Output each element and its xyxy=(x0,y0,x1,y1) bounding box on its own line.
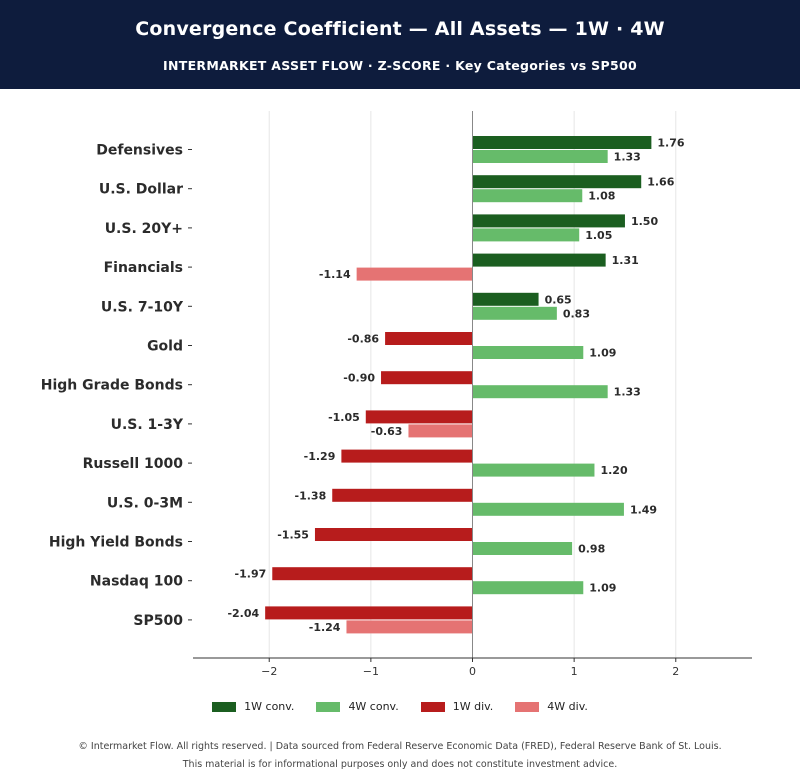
x-tick-label: 1 xyxy=(571,665,578,678)
value-label: 1.66 xyxy=(647,176,674,189)
legend-item: 1W div. xyxy=(420,700,494,713)
bar-4w xyxy=(472,463,595,477)
value-label: -0.63 xyxy=(371,425,403,438)
value-label: 1.33 xyxy=(614,151,641,164)
legend-label: 1W div. xyxy=(452,700,494,713)
value-label: 0.65 xyxy=(545,293,572,306)
value-label: -1.24 xyxy=(309,621,341,634)
bar-1w xyxy=(472,175,642,189)
legend-swatch xyxy=(515,701,540,712)
disclaimer-note: This material is for informational purpo… xyxy=(182,759,618,770)
bar-4w xyxy=(472,150,608,163)
category-label: High Grade Bonds xyxy=(41,378,183,394)
category-label: U.S. 1-3Y xyxy=(111,417,184,433)
value-label: -2.04 xyxy=(227,607,259,620)
category-label: SP500 xyxy=(133,613,183,629)
bar-1w xyxy=(265,606,473,620)
value-label: -1.55 xyxy=(277,529,309,542)
bar-chart: Defensives 1.76 1.33 U.S. Dollar 1.66 1.08 U.S… xyxy=(41,111,752,678)
bar-1w xyxy=(332,488,473,502)
category-label: Russell 1000 xyxy=(83,456,184,472)
bar-1w xyxy=(341,449,473,463)
x-tick-label: 2 xyxy=(672,665,679,678)
bar-1w xyxy=(472,292,539,306)
bar-4w xyxy=(472,502,624,516)
category-label: U.S. 20Y+ xyxy=(105,221,183,237)
copyright-note: © Intermarket Flow. All rights reserved.… xyxy=(78,741,722,752)
legend-swatch xyxy=(212,701,237,712)
category-label: U.S. 7-10Y xyxy=(101,299,184,315)
legend-swatch xyxy=(420,701,445,712)
category-label: Gold xyxy=(147,339,183,355)
bar-1w xyxy=(272,567,473,581)
bar-4w xyxy=(472,542,573,555)
bar-4w xyxy=(472,189,583,203)
category-label: Financials xyxy=(104,260,183,276)
chart-title: Convergence Coefficient — All Assets — 1… xyxy=(135,18,665,40)
bar-4w xyxy=(356,267,473,281)
category-label: Defensives xyxy=(96,143,183,159)
value-label: 1.09 xyxy=(589,582,616,595)
bar-4w xyxy=(472,346,584,359)
value-label: 1.08 xyxy=(588,190,615,203)
bar-1w xyxy=(472,136,652,149)
value-label: 0.98 xyxy=(578,543,605,556)
bar-4w xyxy=(472,581,584,595)
value-label: 1.33 xyxy=(614,386,641,399)
value-label: -1.29 xyxy=(304,450,336,463)
value-label: -1.38 xyxy=(295,489,327,502)
x-tick-label: −2 xyxy=(261,665,277,678)
value-label: -0.90 xyxy=(343,372,375,385)
value-label: 1.76 xyxy=(657,137,684,150)
value-label: 1.50 xyxy=(631,215,658,228)
value-label: -1.14 xyxy=(319,268,351,281)
x-tick-label: 0 xyxy=(469,665,476,678)
category-label: U.S. Dollar xyxy=(99,182,183,198)
category-label: High Yield Bonds xyxy=(49,535,183,551)
value-label: 1.49 xyxy=(630,503,657,516)
legend-item: 4W div. xyxy=(515,700,588,713)
value-label: -0.86 xyxy=(347,333,379,346)
chart-legend: 1W conv. 4W conv. 1W div. 4W div. xyxy=(0,700,800,713)
bar-1w xyxy=(381,371,473,385)
legend-label: 4W conv. xyxy=(348,700,399,713)
value-label: -1.97 xyxy=(235,568,267,581)
value-label: 1.05 xyxy=(585,229,612,242)
bar-4w xyxy=(472,385,608,399)
category-label: Nasdaq 100 xyxy=(90,574,183,590)
value-label: 1.31 xyxy=(612,254,639,267)
legend-item: 1W conv. xyxy=(212,700,294,713)
bar-1w xyxy=(472,253,606,267)
bar-4w xyxy=(472,306,557,320)
bar-1w xyxy=(385,332,473,345)
bar-4w xyxy=(408,424,473,438)
bar-4w xyxy=(472,228,580,242)
chart-header: Convergence Coefficient — All Assets — 1… xyxy=(0,0,800,89)
legend-item: 4W conv. xyxy=(316,700,399,713)
legend-label: 4W div. xyxy=(547,700,588,713)
x-tick-label: −1 xyxy=(363,665,379,678)
value-label: 0.83 xyxy=(563,307,590,320)
chart-subtitle: INTERMARKET ASSET FLOW · Z-SCORE · Key C… xyxy=(163,58,637,73)
bar-1w xyxy=(472,214,625,228)
bar-4w xyxy=(346,620,473,634)
bar-1w xyxy=(314,528,473,541)
bar-1w xyxy=(365,410,473,424)
legend-label: 1W conv. xyxy=(244,700,295,713)
value-label: 1.09 xyxy=(589,347,616,360)
legend-swatch xyxy=(316,701,341,712)
value-label: -1.05 xyxy=(328,411,360,424)
category-label: U.S. 0-3M xyxy=(107,495,183,511)
value-label: 1.20 xyxy=(600,464,627,477)
